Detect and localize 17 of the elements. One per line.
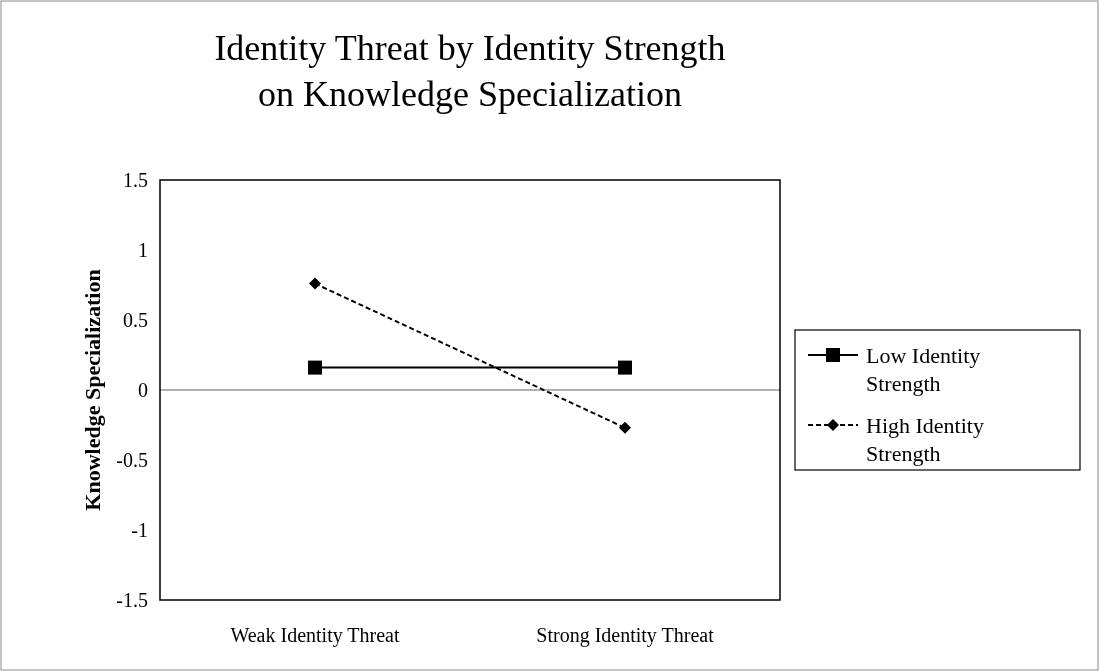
- y-tick-label: 0: [138, 379, 148, 401]
- y-tick-label: -1.5: [116, 589, 148, 611]
- point: [619, 421, 631, 434]
- y-tick-label: -0.5: [116, 449, 148, 471]
- y-tick-label: 0.5: [123, 309, 148, 331]
- y-axis-title: Knowledge Specialization: [80, 269, 105, 511]
- point: [308, 360, 322, 375]
- point: [309, 277, 321, 290]
- y-tick-label: 1: [138, 239, 148, 261]
- y-tick-label: -1: [131, 519, 148, 541]
- point: [618, 360, 632, 375]
- legend-label: Low Identity Strength: [866, 342, 981, 396]
- legend-label: High Identity Strength: [866, 412, 984, 466]
- chart-title: Identity Threat by Identity Strength on Knowledge Specialization: [214, 28, 726, 114]
- y-tick-label: 1.5: [123, 169, 148, 191]
- x-tick-label: Strong Identity Threat: [536, 624, 715, 647]
- x-tick-label: Weak Identity Threat: [230, 624, 400, 647]
